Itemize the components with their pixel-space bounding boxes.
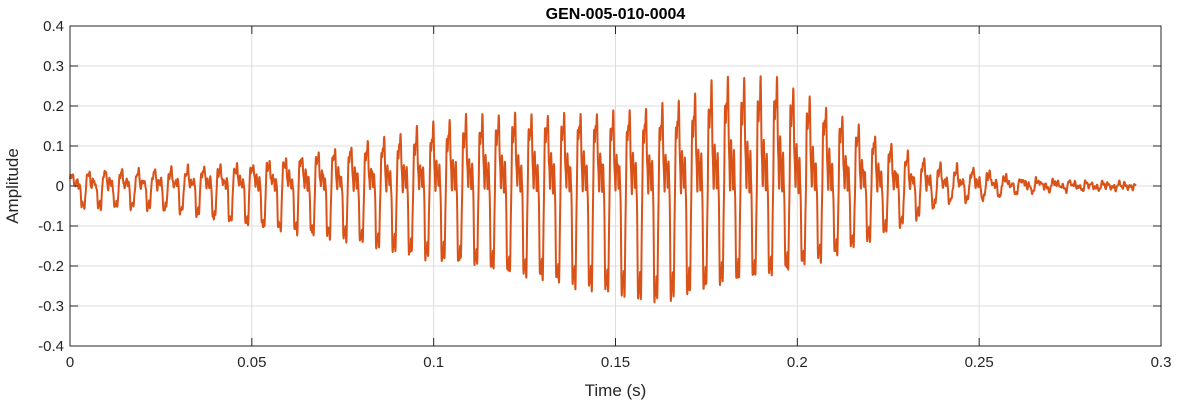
y-tick-label: -0.4 bbox=[38, 338, 64, 355]
x-tick-label: 0.25 bbox=[965, 354, 994, 371]
x-axis-label: Time (s) bbox=[585, 381, 647, 400]
x-tick-label: 0.05 bbox=[237, 354, 266, 371]
y-tick-label: -0.2 bbox=[38, 258, 64, 275]
y-tick-label: 0.4 bbox=[43, 18, 64, 35]
x-tick-label: 0.1 bbox=[423, 354, 444, 371]
signal-line bbox=[69, 75, 1137, 304]
x-tick-labels: 0 0.05 0.1 0.15 0.2 0.25 0.3 bbox=[66, 354, 1172, 371]
y-tick-label: -0.3 bbox=[38, 298, 64, 315]
x-tick-label: 0.2 bbox=[787, 354, 808, 371]
chart-title: GEN-005-010-0004 bbox=[546, 6, 686, 23]
x-tick-label: 0 bbox=[66, 354, 74, 371]
tick-marks bbox=[69, 25, 1162, 347]
y-tick-label: 0.1 bbox=[43, 138, 64, 155]
y-tick-label: 0.3 bbox=[43, 58, 64, 75]
y-tick-label: 0 bbox=[56, 178, 64, 195]
y-tick-label: -0.1 bbox=[38, 218, 64, 235]
y-axis-label: Amplitude bbox=[3, 148, 22, 224]
x-tick-label: 0.15 bbox=[601, 354, 630, 371]
grid-lines bbox=[69, 25, 1162, 347]
x-tick-label: 0.3 bbox=[1151, 354, 1172, 371]
y-tick-label: 0.2 bbox=[43, 98, 64, 115]
y-tick-labels: 0.4 0.3 0.2 0.1 0 -0.1 -0.2 -0.3 -0.4 bbox=[38, 18, 64, 355]
